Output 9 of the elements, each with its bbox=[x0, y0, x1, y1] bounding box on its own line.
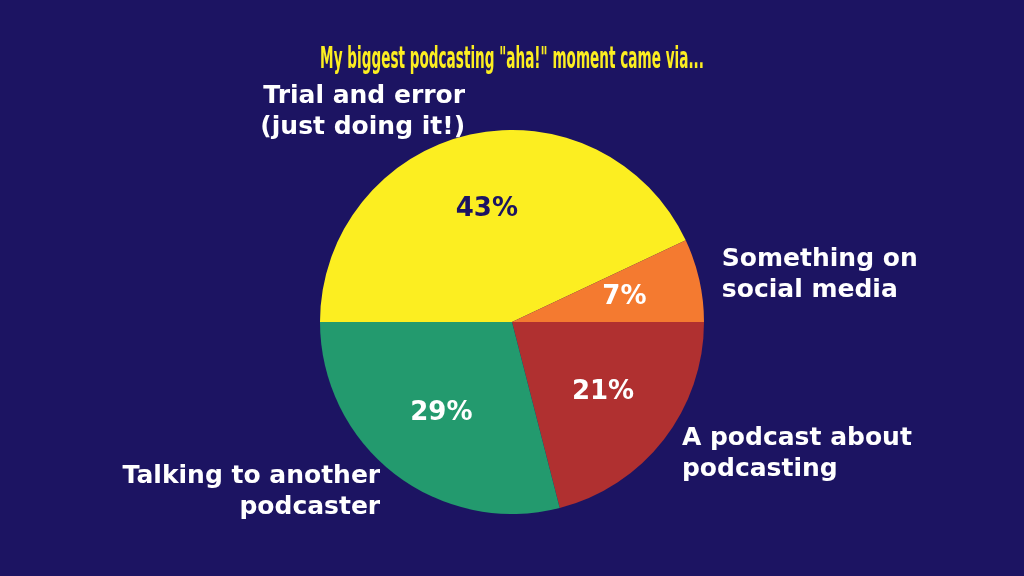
chart-title: My biggest podcasting "aha!" moment came via... bbox=[320, 39, 704, 75]
slice-label: Talking to another podcaster bbox=[122, 459, 381, 520]
slice-label: Trial and error (just doing it!) bbox=[260, 80, 466, 141]
data-label: 29% bbox=[410, 395, 473, 426]
data-label: 21% bbox=[571, 375, 635, 406]
slice-label: A podcast about podcasting bbox=[681, 421, 912, 482]
data-label: 43% bbox=[455, 192, 518, 223]
slice-label: Something on social media bbox=[721, 243, 918, 304]
data-label: 7% bbox=[602, 279, 647, 310]
